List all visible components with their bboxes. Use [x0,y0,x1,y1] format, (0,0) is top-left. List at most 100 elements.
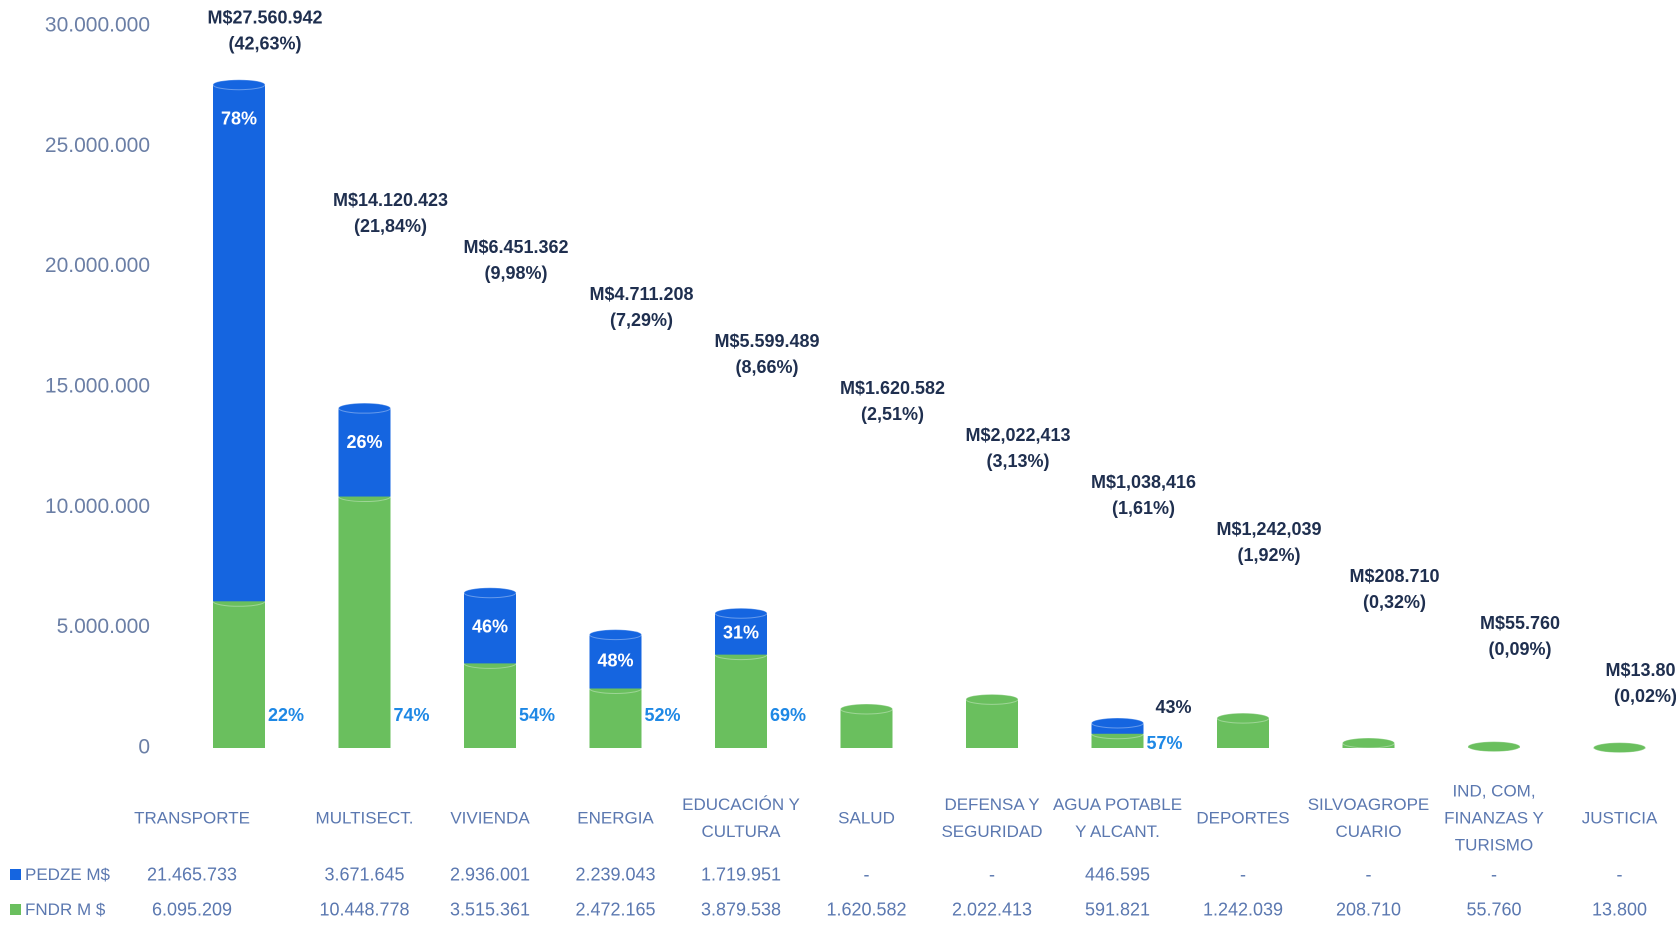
share-label: (1,92%) [1237,545,1300,565]
bar-segment [213,601,265,748]
percent-label: 69% [770,705,806,725]
y-tick-label: 5.000.000 [57,615,150,638]
total-label: M$1,038,416 [1091,472,1196,492]
table-cell: 21.465.733 [146,864,238,885]
bar-segment [715,654,767,748]
share-label: (1,61%) [1112,498,1175,518]
total-label: M$208.710 [1349,566,1439,586]
total-label: M$6.451.362 [463,237,568,257]
percent-label: 26% [346,432,382,452]
share-label: (42,63%) [228,33,301,53]
percent-label: 78% [221,108,257,128]
table-cell: 1.719.951 [700,864,782,885]
percent-label: 31% [723,623,759,643]
table-cell: 55.760 [1466,899,1522,920]
x-tick-label: IND, COM, FINANZAS Y TURISMO [1444,781,1544,855]
y-tick-label: 25.000.000 [45,134,150,157]
table-cell: 3.671.645 [324,864,405,885]
x-tick-label: JUSTICIA [1581,808,1658,828]
y-tick-label: 15.000.000 [45,375,150,398]
share-label: (8,66%) [735,357,798,377]
x-tick-label: MULTISECT. [315,808,414,828]
table-cell: - [1240,864,1246,885]
table-cell: 10.448.778 [319,899,410,920]
x-tick-label: ENERGIA [577,808,654,828]
table-cell: 13.800 [1591,899,1648,920]
y-tick-label: 20.000.000 [45,254,150,277]
bar-cap [212,79,266,91]
table-cell: 3.515.361 [449,899,531,920]
x-tick-label: DEPORTES [1196,808,1290,828]
share-label: (0,32%) [1363,592,1426,612]
table-cell: - [1491,864,1497,885]
bar-segment [464,592,516,664]
percent-label: 22% [268,705,304,725]
table-cell: 3.879.538 [700,899,782,920]
bar-segment [464,663,516,748]
bar-segment [840,708,893,748]
x-tick-label: AGUA POTABLE Y ALCANT. [1052,795,1183,841]
bar-cap [1467,741,1521,753]
x-tick-label: SILVOAGROPE CUARIO [1307,795,1430,841]
legend-item: FNDR M $ [10,900,105,920]
percent-label: 52% [645,705,681,725]
bar-segment [715,613,767,655]
percent-label: 74% [394,705,430,725]
total-label: M$5.599.489 [714,331,819,351]
table-cell: 208.710 [1335,899,1402,920]
bar-cap [714,607,768,619]
share-label: (2,51%) [861,404,924,424]
bar-segment [338,408,391,497]
total-label: M$55.760 [1480,613,1560,633]
table-cell: 2.239.043 [575,864,656,885]
table-cell: - [1616,864,1623,885]
x-tick-label: SALUD [838,808,895,828]
table-cell: - [1365,864,1372,885]
legend-item: PEDZE M$ [10,865,110,885]
total-label: M$27.560.942 [207,7,322,27]
x-tick-label: EDUCACIÓN Y CULTURA [682,795,800,841]
y-tick-label: 10.000.000 [45,495,150,518]
bar-cap [1091,717,1144,729]
percent-label: 54% [519,705,555,725]
total-label: M$14.120.423 [333,190,448,210]
share-label: (7,29%) [610,310,673,330]
legend-label: PEDZE M$ [25,865,111,884]
legend-swatch [10,869,21,880]
share-label: (9,98%) [484,263,547,283]
total-label: M$4.711.208 [589,284,693,304]
bar-cap [840,703,893,715]
y-tick-label: 0 [138,736,150,759]
percent-label: 48% [597,650,633,670]
legend-label: FNDR M $ [25,900,106,919]
share-label: (3,13%) [986,451,1049,471]
table-cell: 2.936.001 [449,864,531,885]
table-cell: 1.620.582 [826,899,907,920]
total-label: M$1,242,039 [1216,519,1321,539]
bar-cap [589,629,642,641]
percent-label: 43% [1156,697,1192,717]
table-cell: - [863,864,870,885]
table-cell: 446.595 [1084,864,1151,885]
bar-cap [1593,742,1646,754]
total-label: M$2,022,413 [965,425,1070,445]
bar-segment [966,699,1018,748]
bar-segment [589,688,642,748]
x-tick-label: TRANSPORTE [134,808,250,828]
bar-cap [463,587,517,599]
table-cell: 2.022.413 [951,899,1033,920]
bar-cap [338,402,391,414]
bar-segment [213,84,265,602]
percent-label: 57% [1147,733,1183,753]
bar-cap [1342,737,1395,749]
y-tick-label: 30.000.000 [45,14,150,37]
share-label: (0,09%) [1488,639,1551,659]
table-cell: 2.472.165 [575,899,656,920]
bar-segment [589,634,642,689]
share-label: (21,84%) [354,216,427,236]
percent-label: 46% [472,616,508,636]
table-cell: - [989,864,995,885]
bar-segment [338,496,391,748]
table-cell: 6.095.209 [151,899,233,920]
